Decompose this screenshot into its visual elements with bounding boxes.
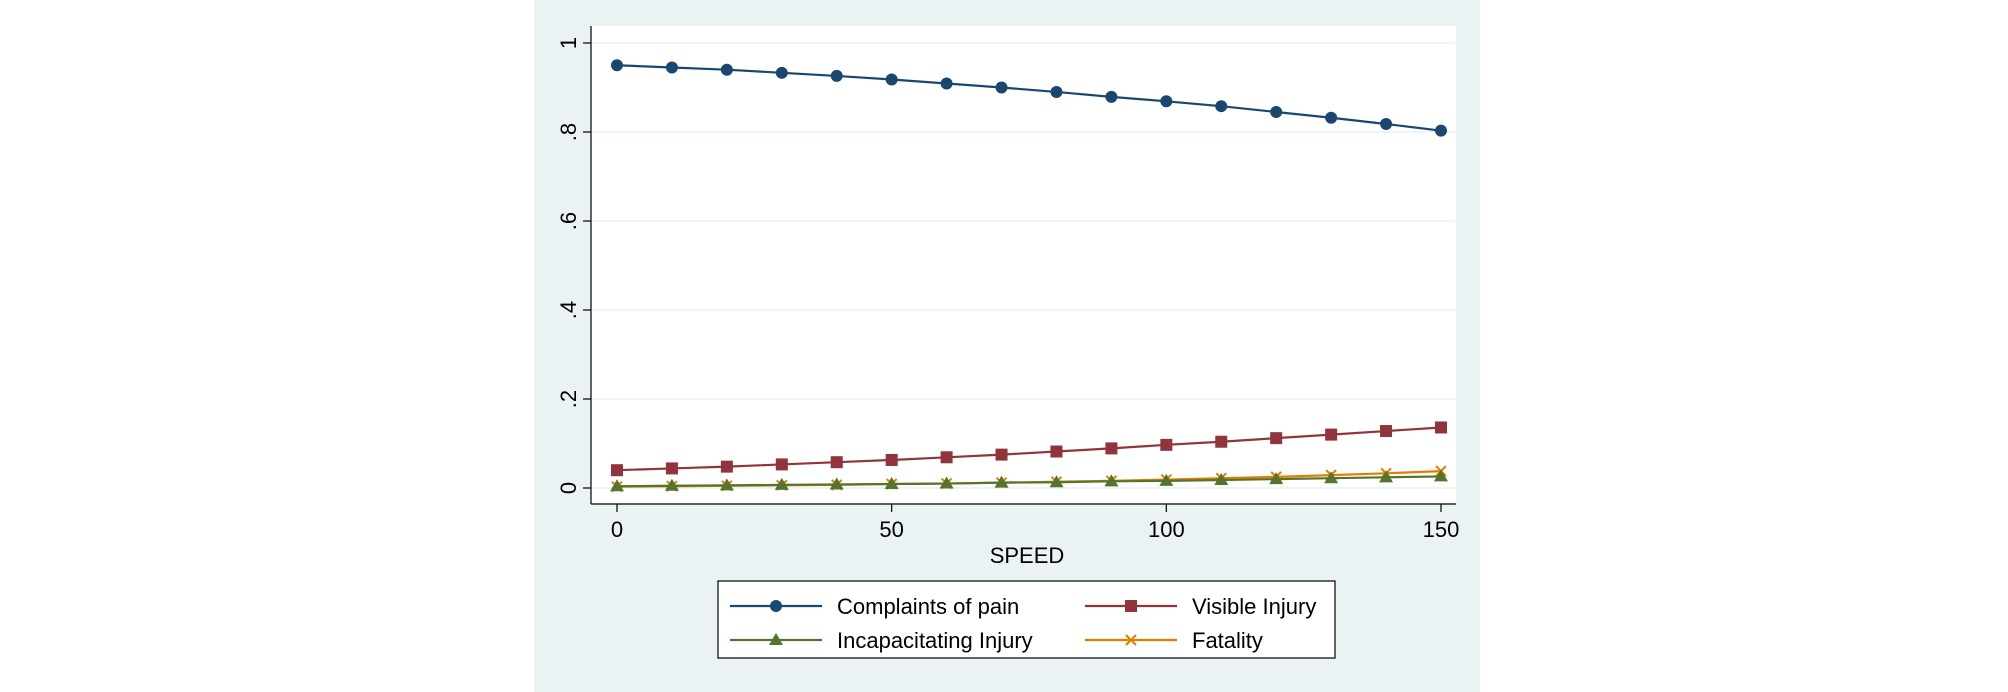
data-point bbox=[885, 453, 898, 466]
data-point bbox=[1105, 442, 1118, 455]
data-point bbox=[939, 476, 954, 489]
data-point bbox=[1270, 105, 1283, 118]
data-point bbox=[1215, 100, 1228, 113]
data-point bbox=[1325, 428, 1338, 441]
data-point bbox=[1215, 435, 1228, 448]
data-point bbox=[884, 476, 899, 489]
data-point bbox=[1159, 473, 1174, 486]
x-axis-ticks: 0 50 100 150 bbox=[611, 504, 1459, 542]
series-incapacitating-injury bbox=[610, 469, 1448, 492]
gridlines bbox=[592, 42, 1455, 489]
data-point bbox=[830, 456, 843, 469]
data-point bbox=[829, 477, 844, 490]
data-point bbox=[775, 458, 788, 471]
plot-area bbox=[591, 26, 1456, 504]
data-point bbox=[720, 460, 733, 473]
data-point bbox=[611, 464, 623, 477]
data-point bbox=[1105, 90, 1118, 103]
data-point bbox=[1434, 469, 1448, 482]
data-point bbox=[995, 81, 1008, 94]
data-point bbox=[1160, 95, 1173, 108]
legend-swatch-marker bbox=[770, 600, 782, 612]
legend-label: Visible Injury bbox=[1192, 594, 1316, 619]
y-tick-label: .4 bbox=[556, 301, 581, 319]
x-tick-label: 150 bbox=[1423, 517, 1460, 542]
legend-label: Complaints of pain bbox=[837, 594, 1019, 619]
series-line bbox=[616, 64, 1442, 132]
data-point bbox=[610, 479, 624, 492]
x-tick-label: 100 bbox=[1148, 517, 1185, 542]
x-axis-title: SPEED bbox=[990, 543, 1065, 568]
data-point bbox=[1270, 432, 1283, 445]
data-point bbox=[1325, 111, 1338, 124]
data-point bbox=[774, 477, 789, 490]
y-axis-ticks: 0 .2 .4 .6 .8 1 bbox=[556, 37, 591, 494]
data-point bbox=[885, 73, 898, 86]
data-point bbox=[665, 462, 678, 475]
data-point bbox=[1380, 425, 1393, 438]
legend-swatch-marker bbox=[1125, 600, 1137, 612]
legend-item: Complaints of pain bbox=[730, 594, 1019, 619]
series-complaints-of-pain bbox=[611, 59, 1447, 137]
data-point bbox=[1269, 472, 1284, 485]
x-tick-label: 0 bbox=[611, 517, 623, 542]
data-point bbox=[1050, 85, 1063, 98]
data-point bbox=[1104, 474, 1119, 487]
data-point bbox=[1050, 445, 1063, 458]
legend-item: Incapacitating Injury bbox=[730, 628, 1033, 653]
legend: Complaints of pain Visible Injury Incapaci… bbox=[717, 580, 1336, 659]
series-visible-injury bbox=[611, 421, 1447, 477]
x-tick-label: 50 bbox=[879, 517, 903, 542]
data-point bbox=[1380, 117, 1393, 130]
series-line bbox=[616, 475, 1442, 488]
data-point bbox=[1435, 124, 1447, 137]
data-point bbox=[940, 77, 953, 90]
legend-item: Visible Injury bbox=[1085, 594, 1316, 619]
data-point bbox=[720, 63, 733, 76]
series-line bbox=[616, 426, 1442, 472]
data-point bbox=[1379, 470, 1394, 483]
legend-item: Fatality bbox=[1085, 628, 1263, 653]
data-point bbox=[611, 59, 623, 72]
legend-box bbox=[717, 580, 1336, 659]
y-tick-label: .8 bbox=[556, 123, 581, 141]
data-point bbox=[719, 478, 734, 491]
series-layer bbox=[610, 59, 1448, 493]
data-point bbox=[995, 448, 1008, 461]
y-tick-label: .6 bbox=[556, 212, 581, 230]
data-point bbox=[1214, 472, 1229, 485]
data-point bbox=[1049, 475, 1064, 488]
data-point bbox=[775, 66, 788, 79]
data-point bbox=[830, 69, 843, 82]
data-point bbox=[665, 61, 678, 74]
data-point bbox=[1435, 421, 1447, 434]
legend-swatch-marker bbox=[769, 633, 783, 645]
data-point bbox=[994, 475, 1009, 488]
data-point bbox=[1324, 471, 1339, 484]
y-tick-label: 0 bbox=[556, 482, 581, 494]
data-point bbox=[664, 478, 679, 491]
y-tick-label: .2 bbox=[556, 390, 581, 408]
data-point bbox=[940, 451, 953, 464]
legend-swatch-marker bbox=[1125, 634, 1137, 646]
y-tick-label: 1 bbox=[556, 37, 581, 49]
legend-label: Incapacitating Injury bbox=[837, 628, 1033, 653]
data-point bbox=[1160, 438, 1173, 451]
legend-label: Fatality bbox=[1192, 628, 1263, 653]
